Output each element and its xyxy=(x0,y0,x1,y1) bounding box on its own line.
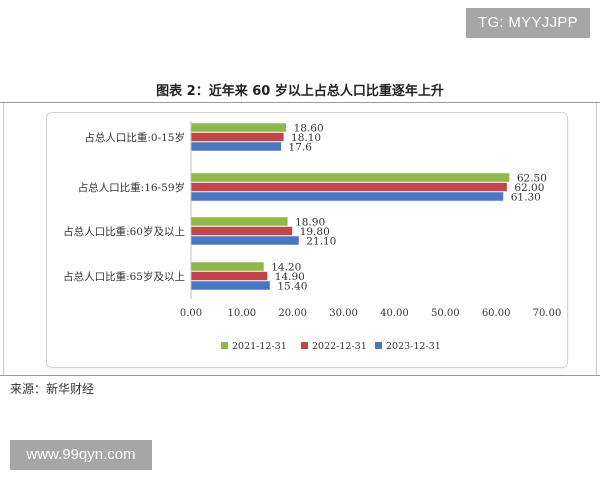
data-label: 18.10 xyxy=(291,132,321,144)
legend-swatch xyxy=(221,342,228,349)
data-label: 19.80 xyxy=(300,226,330,238)
bar xyxy=(191,236,299,245)
bar-chart: 占总人口比重:0-15岁占总人口比重:16-59岁占总人口比重:60岁及以上占总… xyxy=(63,121,562,352)
data-label: 62.50 xyxy=(517,172,547,184)
data-label: 61.30 xyxy=(511,191,541,203)
figure-title: 图表 2：近年来 60 岁以上占总人口比重逐年上升 xyxy=(156,84,444,99)
bar xyxy=(191,217,288,226)
bar xyxy=(191,226,293,236)
data-label: 18.90 xyxy=(295,216,325,228)
bar xyxy=(191,142,282,151)
category-label: 占总人口比重:60岁及以上 xyxy=(63,225,185,238)
left-border xyxy=(3,103,4,375)
legend-swatch xyxy=(301,342,308,349)
source-divider xyxy=(0,375,600,376)
watermark-bottom: www.99qyn.com xyxy=(10,440,152,470)
data-label: 14.90 xyxy=(275,271,305,283)
right-border xyxy=(596,103,597,375)
legend-label: 2021-12-31 xyxy=(232,341,287,352)
bar xyxy=(191,192,504,201)
x-tick-label: 40.00 xyxy=(380,308,409,319)
bar xyxy=(191,123,287,132)
legend-swatch xyxy=(375,342,382,349)
source-note: 来源：新华财经 xyxy=(10,382,95,396)
data-label: 17.6 xyxy=(289,141,313,153)
watermark-top: TG: MYYJJPP xyxy=(466,8,590,38)
data-label: 18.60 xyxy=(294,122,324,134)
x-tick-label: 20.00 xyxy=(278,308,307,319)
x-tick-label: 50.00 xyxy=(431,308,460,319)
bar xyxy=(191,281,270,290)
x-tick-label: 70.00 xyxy=(533,308,562,319)
bar xyxy=(191,132,284,142)
x-tick-label: 60.00 xyxy=(482,308,511,319)
data-label: 15.40 xyxy=(277,280,307,292)
data-label: 21.10 xyxy=(306,235,336,247)
title-divider xyxy=(0,102,600,103)
figure: 图表 2：近年来 60 岁以上占总人口比重逐年上升 占总人口比重:0-15岁 占总… xyxy=(0,72,600,396)
x-tick-label: 0.00 xyxy=(180,308,202,319)
bar xyxy=(191,173,510,182)
legend-label: 2022-12-31 xyxy=(312,341,367,352)
data-label: 62.00 xyxy=(514,182,544,194)
x-tick-label: 30.00 xyxy=(329,308,358,319)
data-label: 14.20 xyxy=(271,261,301,273)
category-label: 占总人口比重:16-59岁 xyxy=(78,181,185,194)
bar xyxy=(191,182,507,192)
bar xyxy=(191,262,264,271)
chart-panel: 占总人口比重:0-15岁 占总人口比重:16-59岁占总人口比重:60岁及以上 占总… xyxy=(46,112,568,368)
category-label: 占总人口比重:0-15岁 xyxy=(84,131,185,144)
bar xyxy=(191,271,268,281)
category-label: 占总人口比重:65岁及以上 xyxy=(63,270,185,283)
x-tick-label: 10.00 xyxy=(228,308,257,319)
legend-label: 2023-12-31 xyxy=(386,341,441,352)
